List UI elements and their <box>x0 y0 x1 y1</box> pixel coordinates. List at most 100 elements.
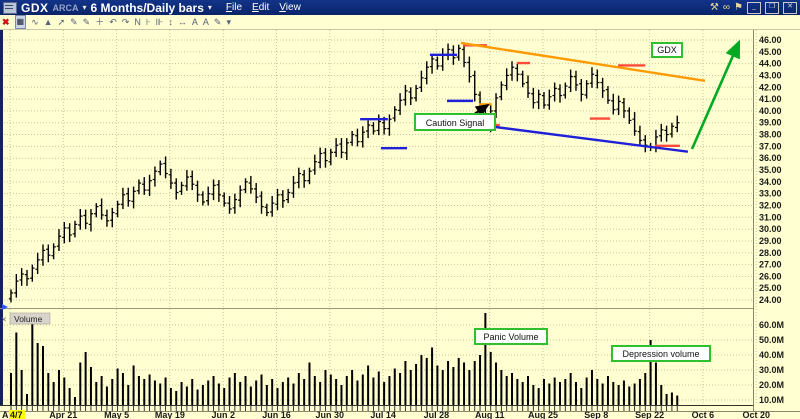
svg-text:29.00: 29.00 <box>759 236 782 246</box>
wrench-icon[interactable]: ⚒ <box>709 2 719 13</box>
svg-text:36.00: 36.00 <box>759 153 782 163</box>
svg-text:41.00: 41.00 <box>759 94 782 104</box>
left-border <box>0 30 3 405</box>
svg-text:39.00: 39.00 <box>759 118 782 128</box>
line-study-icon[interactable]: ∿ <box>31 17 39 27</box>
price-bars <box>8 42 680 303</box>
svg-text:Jun 16: Jun 16 <box>262 410 291 419</box>
horizontal-line-icon[interactable]: ↔ <box>177 17 187 27</box>
svg-text:44.00: 44.00 <box>759 59 782 69</box>
svg-text:26.00: 26.00 <box>759 271 782 281</box>
price-volume-chart[interactable]: Caution Signal GDX Panic Volume Depression … <box>0 30 800 419</box>
svg-text:A: A <box>2 410 9 419</box>
panic-volume-label[interactable]: Panic Volume <box>474 328 548 345</box>
volume-pane-header: Volume ✕ <box>1 304 51 325</box>
indicator-icon[interactable]: ▦ <box>14 15 27 29</box>
svg-text:28.00: 28.00 <box>759 248 782 258</box>
flag-icon[interactable]: ⚑ <box>734 2 743 13</box>
pane-collapse-arrow-icon[interactable] <box>2 304 8 310</box>
svg-text:Jul 28: Jul 28 <box>424 410 450 419</box>
caution-signal-label[interactable]: Caution Signal <box>414 113 496 131</box>
orange-trendline[interactable] <box>460 41 706 82</box>
svg-text:Oct 20: Oct 20 <box>742 410 770 419</box>
svg-text:46.00: 46.00 <box>759 35 782 45</box>
text-small-icon[interactable]: A <box>191 17 198 27</box>
restore-button[interactable]: ❐ <box>765 1 779 14</box>
menu-view[interactable]: View <box>279 2 301 13</box>
area-tool-icon[interactable]: ▲ <box>43 17 53 27</box>
svg-text:Oct 6: Oct 6 <box>692 410 715 419</box>
symbol-dropdown-caret[interactable]: ▾ <box>82 3 87 12</box>
minimize-button[interactable]: _ <box>747 1 761 14</box>
svg-text:Panic Volume: Panic Volume <box>483 332 538 342</box>
fib-retrace-icon[interactable]: ⊦ <box>145 17 151 27</box>
pencil-icon[interactable]: ✎ <box>70 17 78 27</box>
volume-bars <box>10 313 679 405</box>
close-button[interactable]: ✕ <box>783 1 797 14</box>
svg-text:30.0M: 30.0M <box>759 365 784 375</box>
crosshair-icon[interactable]: ＋ <box>95 17 105 27</box>
menu-file[interactable]: File <box>225 2 243 13</box>
draw-icon[interactable]: ✎ <box>213 17 222 27</box>
title-bar: GDX ARCA ▾ 6 Months/Daily bars ▾ File Ed… <box>0 0 800 15</box>
svg-text:34.00: 34.00 <box>759 177 782 187</box>
svg-text:42.00: 42.00 <box>759 82 782 92</box>
svg-text:GDX: GDX <box>657 45 677 55</box>
pen-icon[interactable]: ✎ <box>82 17 91 27</box>
svg-text:35.00: 35.00 <box>759 165 782 175</box>
svg-text:May 5: May 5 <box>104 410 129 419</box>
exchange-label: ARCA <box>52 2 79 13</box>
pointer-icon[interactable]: ➚ <box>57 17 66 27</box>
svg-text:50.0M: 50.0M <box>759 335 784 345</box>
svg-text:Sep 8: Sep 8 <box>584 410 608 419</box>
chart-area[interactable]: Caution Signal GDX Panic Volume Depression … <box>0 30 800 419</box>
svg-text:45.00: 45.00 <box>759 47 782 57</box>
date-ticks <box>10 406 678 411</box>
more-tools-caret[interactable]: ▾ <box>226 17 231 27</box>
svg-text:40.0M: 40.0M <box>759 350 784 360</box>
volume-pane-label: Volume <box>14 314 43 324</box>
svg-text:Aug 11: Aug 11 <box>475 410 505 419</box>
svg-text:40.00: 40.00 <box>759 106 782 116</box>
axes <box>0 30 800 412</box>
svg-text:24.00: 24.00 <box>759 295 782 305</box>
volume-pane-chip[interactable] <box>9 312 51 325</box>
redo-icon[interactable]: ↷ <box>121 17 130 27</box>
period-dropdown-caret[interactable]: ▾ <box>207 3 212 12</box>
period-title: 6 Months/Daily bars <box>90 0 204 15</box>
svg-text:27.00: 27.00 <box>759 260 782 270</box>
blue-trendline[interactable] <box>475 123 689 153</box>
fib-fan-icon[interactable]: ⊪ <box>155 17 164 27</box>
svg-text:Aug 25: Aug 25 <box>528 410 558 419</box>
window-icon <box>3 1 17 14</box>
svg-text:10.0M: 10.0M <box>759 395 784 405</box>
undo-icon[interactable]: ↶ <box>109 17 117 27</box>
svg-text:43.00: 43.00 <box>759 70 782 80</box>
symbol-title: GDX <box>21 0 49 15</box>
svg-text:Caution Signal: Caution Signal <box>426 118 485 128</box>
link-charts-icon[interactable]: ∞ <box>722 2 731 13</box>
text-large-icon[interactable]: A <box>202 17 209 27</box>
svg-text:Jul 14: Jul 14 <box>370 410 396 419</box>
svg-text:Jun 30: Jun 30 <box>316 410 345 419</box>
note-icon[interactable]: N <box>134 17 141 27</box>
svg-text:20.0M: 20.0M <box>759 380 784 390</box>
svg-text:30.00: 30.00 <box>759 224 782 234</box>
pane-close-icon[interactable]: ✕ <box>1 317 7 324</box>
close-chart-icon[interactable]: ✖ <box>2 17 10 27</box>
svg-text:Jun 2: Jun 2 <box>211 410 235 419</box>
projection-arrow[interactable] <box>690 39 741 150</box>
svg-text:37.00: 37.00 <box>759 141 782 151</box>
menu-edit[interactable]: Edit <box>252 2 270 13</box>
vertical-line-icon[interactable]: ↕ <box>168 17 173 27</box>
svg-text:Apr 21: Apr 21 <box>49 410 77 419</box>
svg-text:31.00: 31.00 <box>759 212 782 222</box>
gdx-label[interactable]: GDX <box>651 42 683 58</box>
svg-text:4/7: 4/7 <box>10 410 23 419</box>
svg-text:32.00: 32.00 <box>759 200 782 210</box>
annotations: Caution Signal GDX Panic Volume Depression … <box>360 39 741 362</box>
svg-text:Depression volume: Depression volume <box>622 349 699 359</box>
depression-volume-label[interactable]: Depression volume <box>611 345 711 362</box>
